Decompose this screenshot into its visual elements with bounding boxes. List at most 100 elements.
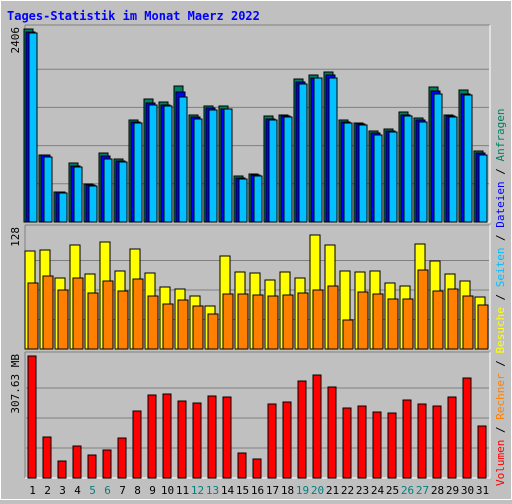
bar-seiten-day-20	[313, 77, 323, 223]
bar-seiten-day-29	[448, 116, 458, 223]
x-tick-label: 19	[296, 484, 309, 497]
bar-seiten-day-10	[163, 105, 173, 223]
bar-rechner-day-2	[42, 275, 54, 350]
bar-seiten-day-30	[463, 94, 473, 223]
bar-seiten-day-1	[28, 32, 38, 223]
y-axis-max-label: 2406	[9, 27, 22, 54]
bar-seiten-day-12	[193, 118, 203, 223]
bar-seiten-day-21	[328, 77, 338, 223]
bar-seiten-day-24	[373, 134, 383, 223]
bar-rechner-day-27	[417, 269, 429, 350]
bar-rechner-day-1	[27, 282, 39, 350]
x-tick-label: 24	[371, 484, 385, 497]
bar-volumen-day-17	[267, 403, 277, 479]
bar-volumen-day-19	[297, 380, 307, 479]
bar-rechner-day-19	[297, 292, 309, 350]
bar-volumen-day-6	[102, 449, 112, 479]
bar-volumen-day-29	[447, 396, 457, 479]
bar-rechner-day-5	[87, 292, 99, 350]
y-axis-max-label: 128	[9, 227, 22, 247]
y-axis-max-label: 307.63 MB	[9, 354, 22, 414]
bar-rechner-day-24	[372, 293, 384, 350]
x-tick-label: 31	[476, 484, 489, 497]
bar-rechner-day-23	[357, 291, 369, 350]
bar-volumen-day-25	[387, 412, 397, 479]
legend-besuche: Besuche	[494, 307, 507, 360]
x-tick-label: 17	[266, 484, 279, 497]
bar-rechner-day-22	[342, 319, 354, 350]
bar-rechner-day-16	[252, 294, 264, 350]
x-tick-label: 21	[326, 484, 339, 497]
bar-seiten-day-31	[478, 154, 488, 223]
bar-volumen-day-18	[282, 401, 292, 479]
bar-volumen-day-11	[177, 400, 187, 479]
bar-seiten-day-5	[88, 185, 98, 223]
bar-volumen-day-2	[42, 436, 52, 479]
bar-volumen-day-9	[147, 394, 157, 479]
bar-seiten-day-22	[343, 122, 353, 223]
bar-volumen-day-24	[372, 411, 382, 479]
legend-separator: /	[494, 294, 507, 307]
bar-rechner-day-18	[282, 294, 294, 350]
bar-seiten-day-18	[283, 116, 293, 223]
x-tick-label: 20	[311, 484, 324, 497]
bar-rechner-day-26	[402, 298, 414, 350]
chart-panel-3: 307.63 MB	[9, 351, 491, 479]
bar-seiten-day-8	[133, 122, 143, 223]
x-tick-label: 23	[356, 484, 369, 497]
x-tick-label: 6	[104, 484, 111, 497]
bar-rechner-day-10	[162, 303, 174, 350]
bar-volumen-day-20	[312, 374, 322, 479]
x-tick-label: 27	[416, 484, 429, 497]
x-tick-label: 12	[191, 484, 204, 497]
bar-seiten-day-23	[358, 124, 368, 223]
x-tick-label: 5	[89, 484, 96, 497]
bar-rechner-day-28	[432, 290, 444, 350]
legend-seiten: Seiten	[494, 248, 507, 294]
x-tick-label: 7	[119, 484, 126, 497]
bar-volumen-day-7	[117, 437, 127, 479]
bar-rechner-day-12	[192, 305, 204, 350]
x-tick-label: 1	[29, 484, 36, 497]
bar-rechner-day-11	[177, 299, 189, 350]
legend-volumen: Volumen	[494, 440, 507, 486]
x-tick-label: 13	[206, 484, 219, 497]
x-tick-label: 28	[431, 484, 444, 497]
bar-volumen-day-14	[222, 396, 232, 479]
bar-volumen-day-31	[477, 425, 487, 479]
bar-seiten-day-26	[403, 115, 413, 223]
bar-volumen-day-23	[357, 405, 367, 479]
bar-volumen-day-3	[57, 460, 67, 479]
x-tick-label: 3	[59, 484, 66, 497]
chart-panel-2: 128	[9, 224, 491, 350]
bar-rechner-day-25	[387, 298, 399, 350]
bar-rechner-day-31	[477, 304, 489, 350]
x-tick-label: 18	[281, 484, 294, 497]
x-tick-label: 11	[176, 484, 189, 497]
legend-separator: /	[494, 426, 507, 439]
x-tick-label: 26	[401, 484, 414, 497]
legend-rechner: Rechner	[494, 373, 507, 426]
bar-volumen-day-28	[432, 405, 442, 479]
bar-volumen-day-27	[417, 403, 427, 479]
bar-volumen-day-21	[327, 386, 337, 479]
bar-rechner-day-29	[447, 288, 459, 350]
bar-rechner-day-14	[222, 293, 234, 350]
bar-volumen-day-1	[27, 355, 37, 479]
bar-rechner-day-13	[207, 313, 219, 350]
bar-seiten-day-13	[208, 109, 218, 223]
bar-volumen-day-12	[192, 402, 202, 479]
bar-seiten-day-9	[148, 104, 158, 223]
bar-rechner-day-9	[147, 295, 159, 350]
chart-panel-1: 2406	[9, 24, 491, 223]
bar-rechner-day-15	[237, 293, 249, 350]
bar-rechner-day-30	[462, 295, 474, 350]
bar-seiten-day-14	[223, 108, 233, 223]
bar-seiten-day-3	[58, 192, 68, 223]
bar-seiten-day-4	[73, 166, 83, 223]
bar-rechner-day-3	[57, 289, 69, 350]
bar-volumen-day-16	[252, 458, 262, 479]
x-tick-label: 2	[44, 484, 51, 497]
